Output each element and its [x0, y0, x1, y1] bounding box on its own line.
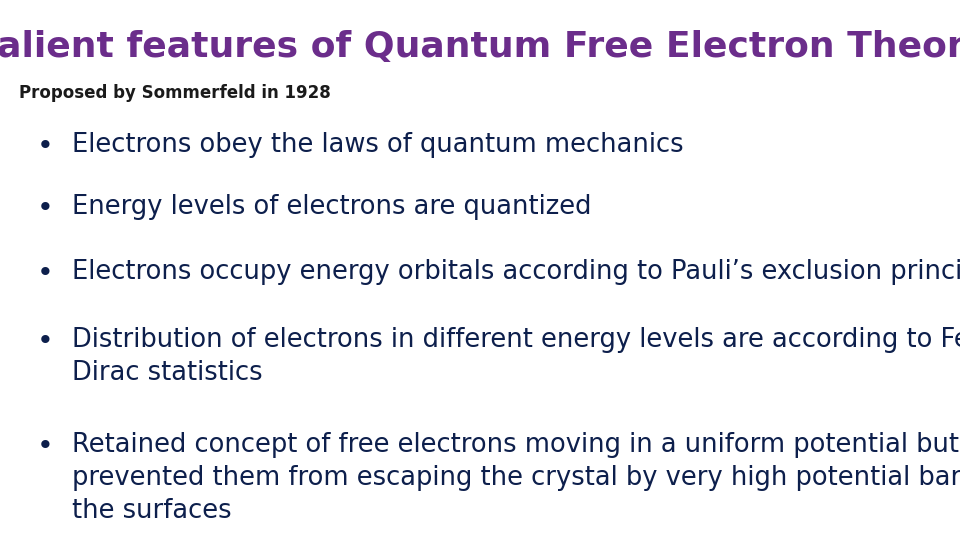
Text: Proposed by Sommerfeld in 1928: Proposed by Sommerfeld in 1928 [19, 84, 331, 102]
Text: •: • [36, 194, 53, 222]
Text: Salient features of Quantum Free Electron Theory: Salient features of Quantum Free Electro… [0, 30, 960, 64]
Text: •: • [36, 259, 53, 287]
Text: •: • [36, 132, 53, 160]
Text: Energy levels of electrons are quantized: Energy levels of electrons are quantized [72, 194, 591, 220]
Text: •: • [36, 432, 53, 460]
Text: Electrons obey the laws of quantum mechanics: Electrons obey the laws of quantum mecha… [72, 132, 684, 158]
Text: Electrons occupy energy orbitals according to Pauli’s exclusion principle: Electrons occupy energy orbitals accordi… [72, 259, 960, 285]
Text: •: • [36, 327, 53, 355]
Text: Retained concept of free electrons moving in a uniform potential but
prevented t: Retained concept of free electrons movin… [72, 432, 960, 524]
Text: Distribution of electrons in different energy levels are according to Fermi-
Dir: Distribution of electrons in different e… [72, 327, 960, 386]
